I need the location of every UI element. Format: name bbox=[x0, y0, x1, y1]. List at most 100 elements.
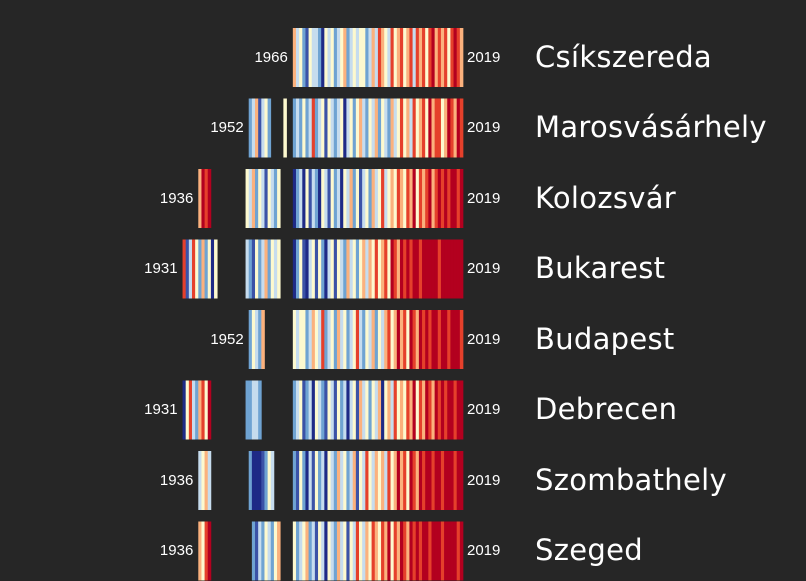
city-name-label: Bukarest bbox=[535, 251, 666, 285]
stripe-2006 bbox=[418, 451, 423, 510]
stripe-2004 bbox=[412, 98, 417, 158]
stripe-1993 bbox=[377, 239, 382, 299]
stripe-1989 bbox=[365, 451, 369, 510]
stripe-2007 bbox=[422, 169, 426, 228]
start-year-label: 1931 bbox=[144, 260, 178, 277]
stripe-1989 bbox=[365, 310, 369, 369]
stripe-2018 bbox=[456, 239, 461, 299]
stripe-2017 bbox=[453, 28, 458, 87]
stripe-1984 bbox=[349, 310, 354, 369]
stripe-1955 bbox=[258, 451, 262, 510]
stripe-1936 bbox=[198, 380, 202, 440]
stripe-1973 bbox=[314, 521, 319, 581]
stripe-1957 bbox=[264, 239, 268, 299]
stripe-1990 bbox=[368, 239, 372, 299]
end-year-label: 2019 bbox=[467, 542, 501, 559]
stripe-2016 bbox=[450, 451, 454, 510]
stripe-2000 bbox=[399, 239, 404, 299]
stripe-1986 bbox=[355, 98, 360, 158]
stripe-1991 bbox=[371, 169, 376, 228]
stripe-1995 bbox=[384, 28, 388, 87]
stripe-2000 bbox=[399, 98, 404, 158]
stripe-1935 bbox=[195, 239, 199, 299]
stripe-2000 bbox=[399, 310, 404, 369]
stripe-1989 bbox=[365, 380, 369, 440]
stripe-1968 bbox=[299, 380, 303, 440]
stripe-2001 bbox=[403, 380, 407, 440]
stripe-2019 bbox=[459, 239, 464, 299]
stripe-1979 bbox=[333, 310, 338, 369]
stripe-1996 bbox=[387, 28, 391, 87]
stripe-1971 bbox=[308, 451, 313, 510]
stripe-1975 bbox=[321, 98, 325, 158]
stripe-2012 bbox=[437, 310, 442, 369]
stripe-1972 bbox=[311, 380, 316, 440]
stripe-1953 bbox=[251, 310, 256, 369]
stripe-2019 bbox=[459, 451, 464, 510]
stripe-1955 bbox=[258, 98, 262, 158]
stripe-1966 bbox=[292, 98, 297, 158]
stripe-1997 bbox=[390, 451, 395, 510]
stripe-2007 bbox=[422, 239, 426, 299]
stripe-1997 bbox=[390, 98, 395, 158]
stripe-1975 bbox=[321, 169, 325, 228]
stripe-2004 bbox=[412, 28, 417, 87]
stripe-1976 bbox=[324, 380, 328, 440]
stripe-2001 bbox=[403, 28, 407, 87]
stripe-2016 bbox=[450, 310, 454, 369]
stripe-1979 bbox=[333, 380, 338, 440]
stripe-1995 bbox=[384, 451, 388, 510]
stripe-2007 bbox=[422, 310, 426, 369]
stripe-1952 bbox=[248, 169, 253, 228]
stripe-2007 bbox=[422, 98, 426, 158]
stripe-1969 bbox=[302, 310, 306, 369]
stripe-1987 bbox=[359, 98, 363, 158]
stripe-1992 bbox=[374, 310, 379, 369]
stripe-1987 bbox=[359, 451, 363, 510]
stripe-1968 bbox=[299, 28, 303, 87]
stripe-1970 bbox=[305, 310, 309, 369]
stripe-2008 bbox=[425, 169, 429, 228]
stripe-1934 bbox=[191, 239, 196, 299]
stripe-1958 bbox=[267, 239, 272, 299]
stripe-1970 bbox=[305, 239, 309, 299]
stripe-1983 bbox=[346, 310, 350, 369]
stripe-1970 bbox=[305, 380, 309, 440]
stripe-1941 bbox=[214, 239, 218, 299]
stripe-2017 bbox=[453, 521, 458, 581]
stripe-1987 bbox=[359, 28, 363, 87]
stripe-2002 bbox=[406, 310, 410, 369]
stripe-1937 bbox=[201, 451, 205, 510]
stripe-1966 bbox=[292, 380, 297, 440]
stripe-1994 bbox=[381, 169, 385, 228]
stripe-1972 bbox=[311, 169, 316, 228]
stripe-1982 bbox=[343, 451, 347, 510]
stripe-1996 bbox=[387, 380, 391, 440]
stripe-1987 bbox=[359, 310, 363, 369]
stripe-1957 bbox=[264, 98, 268, 158]
stripe-2006 bbox=[418, 98, 423, 158]
stripe-1991 bbox=[371, 451, 376, 510]
stripe-2017 bbox=[453, 98, 458, 158]
stripe-2003 bbox=[409, 380, 413, 440]
stripe-1998 bbox=[393, 451, 398, 510]
stripe-2011 bbox=[434, 380, 439, 440]
stripe-1980 bbox=[336, 169, 341, 228]
stripe-1992 bbox=[374, 521, 379, 581]
stripe-row-5 bbox=[182, 380, 464, 440]
stripe-2010 bbox=[431, 98, 435, 158]
stripe-2019 bbox=[459, 521, 464, 581]
stripe-1953 bbox=[251, 239, 256, 299]
stripe-2008 bbox=[425, 380, 429, 440]
stripe-1982 bbox=[343, 521, 347, 581]
stripe-1972 bbox=[311, 28, 316, 87]
stripe-1960 bbox=[273, 521, 278, 581]
stripe-1985 bbox=[352, 169, 357, 228]
stripe-1977 bbox=[327, 98, 331, 158]
stripe-2015 bbox=[447, 451, 451, 510]
stripe-1977 bbox=[327, 380, 331, 440]
stripe-1998 bbox=[393, 310, 398, 369]
stripe-2003 bbox=[409, 28, 413, 87]
stripe-2008 bbox=[425, 98, 429, 158]
stripe-2014 bbox=[444, 28, 448, 87]
